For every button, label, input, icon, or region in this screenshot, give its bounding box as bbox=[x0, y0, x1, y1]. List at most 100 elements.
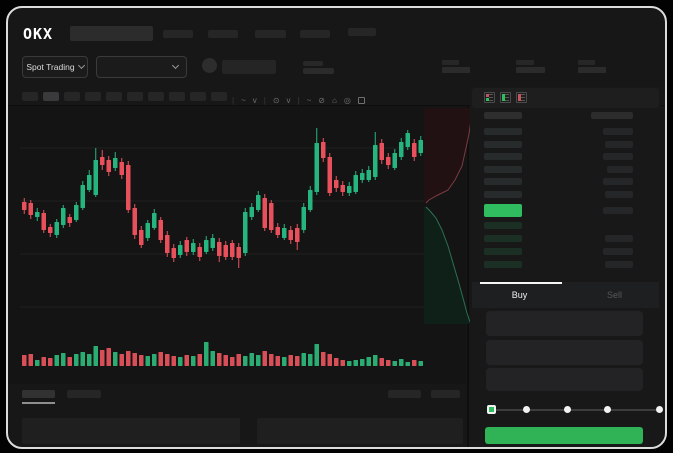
bottom-action-placeholder[interactable] bbox=[431, 390, 460, 398]
candle bbox=[347, 186, 352, 193]
ask-amount-placeholder bbox=[605, 191, 633, 198]
volume-bar bbox=[412, 360, 417, 366]
tab-sell[interactable]: Sell bbox=[606, 290, 622, 300]
okx-logo[interactable]: OKX bbox=[23, 25, 54, 43]
timeframe-button-placeholder[interactable] bbox=[43, 92, 59, 101]
volume-bar bbox=[132, 353, 137, 366]
amount-input-placeholder[interactable] bbox=[486, 340, 643, 365]
timeframe-button-placeholder[interactable] bbox=[211, 92, 227, 101]
total-input-placeholder[interactable] bbox=[486, 368, 643, 391]
volume-bar bbox=[217, 353, 222, 366]
volume-bar bbox=[48, 358, 53, 366]
candle bbox=[373, 145, 378, 177]
candle-style-icon[interactable]: ⊙ bbox=[272, 95, 280, 105]
settings-icon[interactable]: ◎ bbox=[343, 95, 351, 105]
chevron-down-icon[interactable]: v bbox=[252, 95, 257, 105]
candle bbox=[35, 212, 40, 217]
volume-bar bbox=[399, 359, 404, 366]
bottom-action-placeholder[interactable] bbox=[388, 390, 421, 398]
slider-stop[interactable] bbox=[523, 406, 530, 413]
volume-bar bbox=[28, 354, 33, 366]
fullscreen-icon[interactable] bbox=[357, 96, 365, 104]
pair-selector-dropdown[interactable] bbox=[96, 56, 187, 78]
volume-bar bbox=[113, 352, 118, 366]
candlestick-chart-canvas[interactable] bbox=[20, 108, 426, 332]
volume-bar bbox=[236, 354, 241, 366]
bid-price-placeholder bbox=[484, 247, 522, 255]
nav-item-placeholder[interactable] bbox=[255, 30, 286, 38]
coin-avatar bbox=[202, 58, 217, 73]
amount-percent-slider[interactable] bbox=[487, 405, 663, 414]
slider-stop[interactable] bbox=[604, 406, 611, 413]
candle bbox=[340, 185, 345, 192]
ask-amount-placeholder bbox=[603, 153, 633, 161]
nav-item-placeholder[interactable] bbox=[348, 28, 376, 36]
snapshot-icon[interactable]: ⌂ bbox=[331, 95, 337, 105]
slider-stop[interactable] bbox=[656, 406, 663, 413]
slider-stop[interactable] bbox=[487, 405, 496, 414]
chevron-down-icon[interactable]: v bbox=[286, 95, 291, 105]
volume-bar bbox=[353, 360, 358, 366]
depth-chart[interactable] bbox=[424, 108, 475, 324]
timeframe-button-placeholder[interactable] bbox=[64, 92, 80, 101]
candle bbox=[327, 157, 332, 193]
ask-amount-placeholder bbox=[605, 140, 633, 148]
ask-price-placeholder bbox=[484, 128, 522, 135]
candle bbox=[282, 228, 287, 238]
nav-item-placeholder[interactable] bbox=[208, 30, 238, 38]
candle bbox=[106, 160, 111, 172]
slider-stop[interactable] bbox=[564, 406, 571, 413]
timeframe-button-placeholder[interactable] bbox=[106, 92, 122, 101]
volume-bar bbox=[262, 351, 267, 366]
buy-submit-button[interactable] bbox=[485, 427, 643, 444]
timeframe-button-placeholder[interactable] bbox=[127, 92, 143, 101]
volume-bar bbox=[269, 354, 274, 366]
timeframe-button-placeholder[interactable] bbox=[85, 92, 101, 101]
volume-bar bbox=[171, 356, 176, 366]
timeframe-button-placeholder[interactable] bbox=[148, 92, 164, 101]
volume-chart[interactable] bbox=[20, 338, 426, 368]
volume-bar bbox=[366, 357, 371, 366]
candle bbox=[184, 240, 189, 252]
timeframe-button-placeholder[interactable] bbox=[22, 92, 38, 101]
global-search-placeholder[interactable] bbox=[70, 26, 153, 41]
candle bbox=[256, 195, 261, 210]
bid-amount-placeholder bbox=[605, 234, 633, 242]
candle bbox=[152, 213, 157, 228]
candle bbox=[392, 153, 397, 168]
volume-bar bbox=[210, 351, 215, 366]
chart-tools-toolbar: | ~ v | ⊙ v | ~ ⊘ ⌂ ◎ bbox=[232, 94, 365, 106]
volume-bar bbox=[418, 361, 423, 366]
volume-bar bbox=[405, 362, 410, 366]
nav-item-placeholder[interactable] bbox=[300, 30, 330, 38]
compare-icon[interactable]: ⊘ bbox=[318, 95, 325, 105]
book-asks-only-icon[interactable] bbox=[516, 92, 527, 103]
tab-buy[interactable]: Buy bbox=[511, 290, 528, 300]
volume-bar bbox=[178, 357, 183, 366]
volume-bar bbox=[74, 354, 79, 366]
volume-bar bbox=[145, 356, 150, 366]
candle bbox=[386, 157, 391, 165]
market-type-dropdown[interactable]: Spot Trading bbox=[22, 56, 88, 78]
timeframe-button-placeholder[interactable] bbox=[190, 92, 206, 101]
book-combined-icon[interactable] bbox=[484, 92, 495, 103]
bottom-tab-placeholder[interactable] bbox=[67, 390, 101, 398]
candle bbox=[80, 185, 85, 208]
volume-bar bbox=[392, 361, 397, 366]
orderbook-toolbar bbox=[472, 88, 659, 108]
price-input-placeholder[interactable] bbox=[486, 311, 643, 336]
volume-bar bbox=[223, 355, 228, 366]
line-tool-icon[interactable]: ~ bbox=[306, 95, 312, 105]
volume-bar bbox=[152, 354, 157, 366]
bottom-tab-indicator bbox=[22, 402, 55, 404]
indicator-wave-icon[interactable]: ~ bbox=[241, 95, 246, 105]
bottom-tab-active-placeholder[interactable] bbox=[22, 390, 55, 398]
candle bbox=[178, 245, 183, 255]
order-side-tabs: Buy Sell bbox=[472, 282, 659, 308]
timeframe-button-placeholder[interactable] bbox=[169, 92, 185, 101]
depth-bid-line bbox=[425, 206, 471, 323]
candle bbox=[262, 198, 267, 228]
nav-item-placeholder[interactable] bbox=[163, 30, 193, 38]
book-bids-only-icon[interactable] bbox=[500, 92, 511, 103]
volume-bar bbox=[87, 354, 92, 366]
